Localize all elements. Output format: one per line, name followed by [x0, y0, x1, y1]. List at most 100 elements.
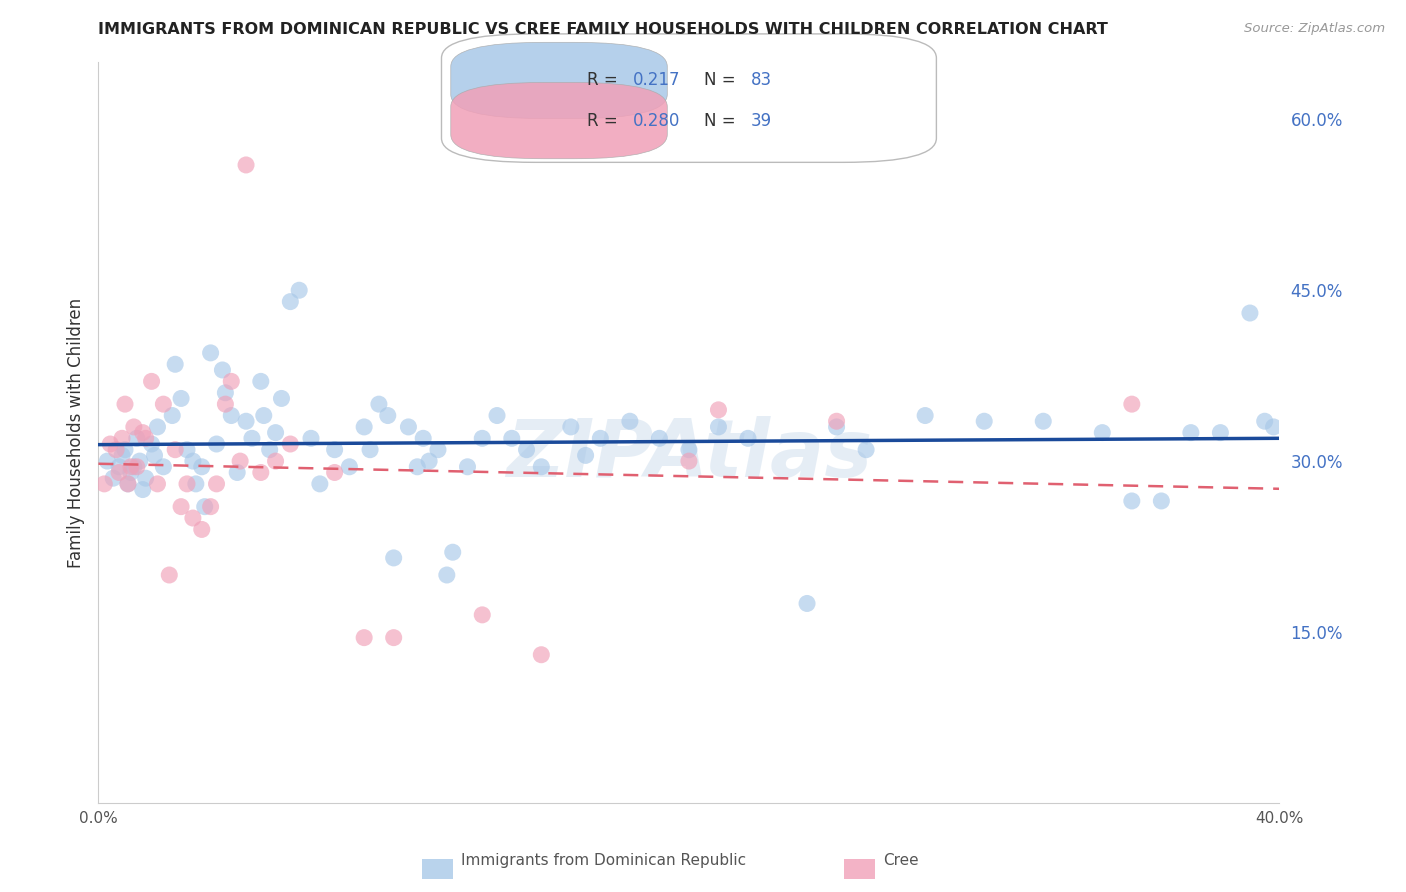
FancyBboxPatch shape — [835, 855, 883, 882]
Point — [170, 392, 193, 406]
Text: 39: 39 — [751, 112, 772, 129]
Point — [427, 442, 450, 457]
Point — [152, 459, 174, 474]
Point — [707, 402, 730, 417]
Point — [382, 550, 405, 565]
Point — [141, 437, 163, 451]
Text: N =: N = — [704, 71, 741, 89]
Point — [211, 363, 233, 377]
Point — [132, 425, 155, 440]
Point — [398, 420, 420, 434]
Point — [264, 454, 287, 468]
Point — [1121, 397, 1143, 411]
Point — [323, 466, 346, 480]
Text: 0.280: 0.280 — [633, 112, 681, 129]
Text: N =: N = — [704, 112, 741, 129]
Point — [678, 442, 700, 457]
Text: IMMIGRANTS FROM DOMINICAN REPUBLIC VS CREE FAMILY HOUSEHOLDS WITH CHILDREN CORRE: IMMIGRANTS FROM DOMINICAN REPUBLIC VS CR… — [98, 22, 1108, 37]
Point — [221, 409, 243, 423]
Point — [165, 357, 187, 371]
Point — [825, 420, 848, 434]
FancyBboxPatch shape — [415, 855, 461, 882]
Text: Immigrants from Dominican Republic: Immigrants from Dominican Republic — [461, 854, 747, 868]
Point — [111, 431, 134, 445]
Y-axis label: Family Households with Children: Family Households with Children — [66, 298, 84, 567]
Point — [157, 568, 180, 582]
Point — [235, 414, 257, 428]
Point — [406, 459, 429, 474]
FancyBboxPatch shape — [451, 42, 668, 119]
Point — [103, 471, 125, 485]
Point — [280, 437, 302, 451]
Point — [1239, 306, 1261, 320]
Point — [530, 648, 553, 662]
Point — [1209, 425, 1232, 440]
Point — [165, 442, 187, 457]
Point — [181, 511, 204, 525]
Point — [240, 431, 263, 445]
Text: R =: R = — [586, 71, 623, 89]
Point — [135, 471, 157, 485]
Point — [205, 437, 228, 451]
Point — [353, 631, 375, 645]
Point — [825, 414, 848, 428]
Point — [368, 397, 391, 411]
Point — [796, 597, 818, 611]
Point — [359, 442, 381, 457]
Point — [530, 459, 553, 474]
Point — [323, 442, 346, 457]
Point — [1032, 414, 1054, 428]
Point — [516, 442, 538, 457]
Point — [1121, 494, 1143, 508]
Point — [264, 425, 287, 440]
Point — [973, 414, 995, 428]
Point — [200, 346, 222, 360]
Point — [648, 431, 671, 445]
Point — [122, 420, 145, 434]
Point — [162, 409, 183, 423]
Text: R =: R = — [586, 112, 623, 129]
Point — [98, 437, 121, 451]
Point — [575, 449, 598, 463]
Point — [382, 631, 405, 645]
Point — [114, 442, 136, 457]
Point — [205, 476, 228, 491]
Point — [122, 459, 145, 474]
Point — [299, 431, 322, 445]
Point — [117, 476, 139, 491]
Point — [737, 431, 759, 445]
Point — [143, 449, 166, 463]
FancyBboxPatch shape — [451, 82, 668, 159]
Point — [280, 294, 302, 309]
Text: ZIPAtlas: ZIPAtlas — [506, 416, 872, 494]
Point — [486, 409, 509, 423]
Point — [229, 454, 252, 468]
Point — [288, 283, 311, 297]
Point — [135, 431, 157, 445]
Point — [457, 459, 479, 474]
Point — [1150, 494, 1173, 508]
Point — [181, 454, 204, 468]
Point — [1263, 420, 1285, 434]
Point — [114, 397, 136, 411]
Text: Source: ZipAtlas.com: Source: ZipAtlas.com — [1244, 22, 1385, 36]
Point — [619, 414, 641, 428]
Point — [259, 442, 281, 457]
Point — [111, 449, 134, 463]
Text: 0.217: 0.217 — [633, 71, 681, 89]
FancyBboxPatch shape — [441, 34, 936, 162]
Point — [93, 476, 115, 491]
Point — [176, 442, 198, 457]
Point — [226, 466, 249, 480]
Point — [250, 375, 273, 389]
Point — [377, 409, 399, 423]
Point — [170, 500, 193, 514]
Point — [125, 431, 148, 445]
Point — [471, 431, 494, 445]
Point — [96, 454, 118, 468]
Point — [501, 431, 523, 445]
Point — [108, 466, 131, 480]
Point — [707, 420, 730, 434]
Point — [117, 476, 139, 491]
Point — [146, 476, 169, 491]
